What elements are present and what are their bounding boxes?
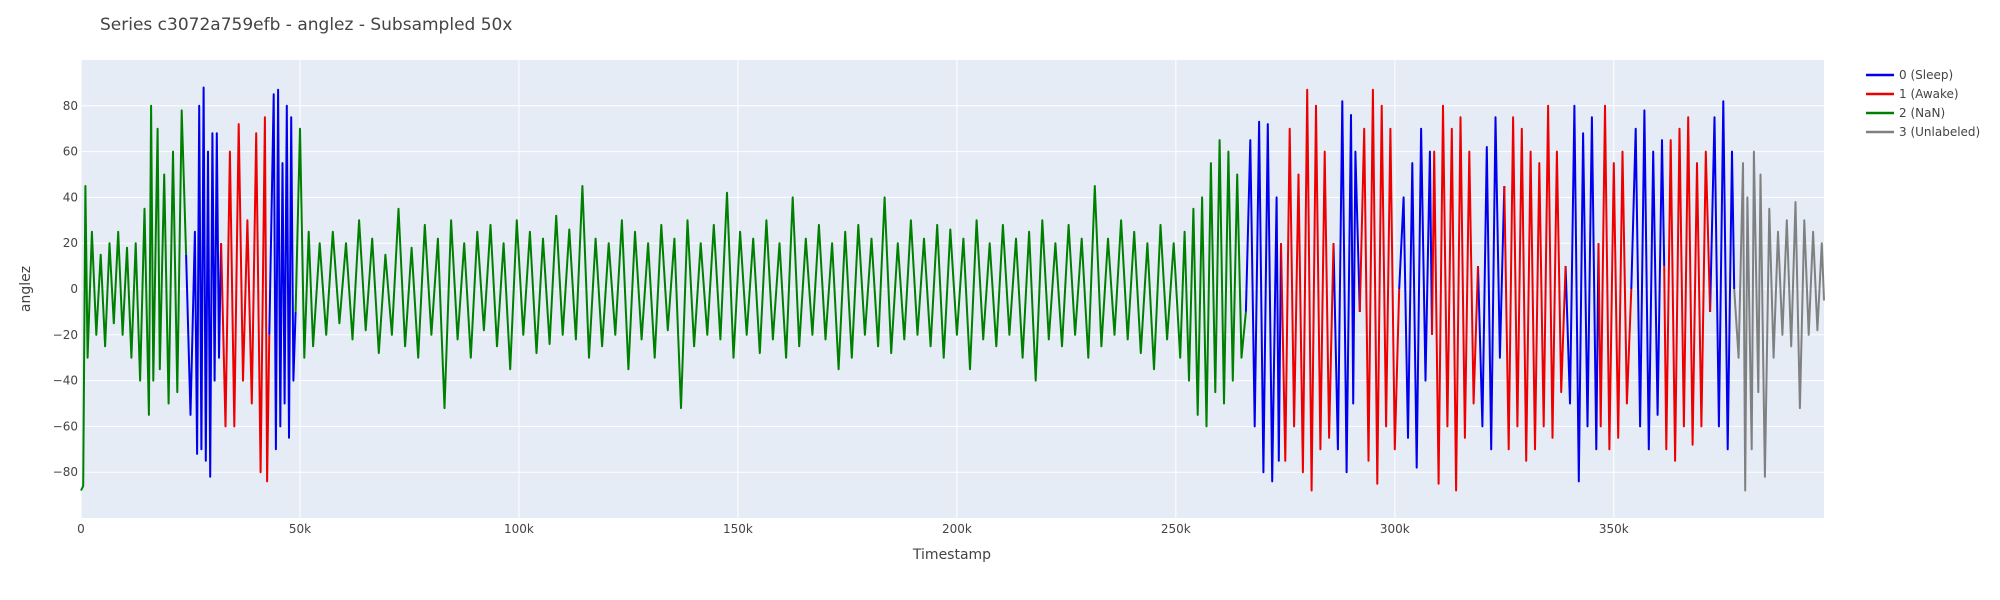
series-0-line [1709, 100, 1736, 451]
x-axis-ticks: 0 50k 100k 150k 200k 250k 300k 350k [77, 522, 1629, 536]
legend-item[interactable]: 1 (Awake) [1866, 87, 1959, 101]
legend-label: 2 (NaN) [1899, 106, 1945, 120]
series-1-line [1358, 88, 1401, 485]
x-tick-label: 0 [77, 522, 85, 536]
series-0-line [185, 86, 223, 478]
series-0-line [268, 88, 297, 451]
x-axis-title: Timestamp [912, 547, 991, 563]
series-0-line [1630, 109, 1666, 451]
chart-title: Series c3072a759efb - anglez - Subsample… [100, 15, 512, 35]
x-tick-label: 250k [1161, 522, 1191, 536]
x-tick-label: 150k [723, 522, 753, 536]
y-tick-label: −20 [53, 328, 78, 342]
legend[interactable]: 0 (Sleep) 1 (Awake) 2 (NaN) 3 (Unlabeled) [1866, 68, 1980, 139]
legend-item[interactable]: 3 (Unlabeled) [1866, 125, 1980, 139]
x-tick-label: 50k [289, 522, 311, 536]
legend-item[interactable]: 0 (Sleep) [1866, 68, 1953, 82]
y-tick-label: 60 [63, 145, 78, 159]
legend-label: 3 (Unlabeled) [1899, 125, 1980, 139]
y-tick-label: 40 [63, 190, 78, 204]
series-0-line [1244, 120, 1282, 483]
legend-label: 0 (Sleep) [1899, 68, 1953, 82]
series-3-line [1733, 150, 1825, 492]
y-tick-label: −40 [53, 374, 78, 388]
series-0-line [1398, 127, 1433, 469]
y-tick-label: −80 [53, 465, 78, 479]
series-1-line [1597, 104, 1633, 451]
series-0-line [1332, 100, 1361, 474]
series-0-group [185, 86, 1736, 483]
y-axis-title: anglez [18, 266, 34, 312]
x-tick-label: 300k [1380, 522, 1410, 536]
series-2-group [80, 104, 1247, 491]
series-0-line [1477, 116, 1506, 451]
series-3-group [1733, 150, 1825, 492]
y-tick-label: −60 [53, 419, 78, 433]
x-tick-label: 200k [942, 522, 972, 536]
series-1-line [1280, 88, 1335, 492]
y-tick-label: 0 [70, 282, 78, 296]
series-0-line [1564, 104, 1600, 483]
series-1-line [220, 116, 271, 483]
series-2-line [80, 104, 188, 491]
series-2-line [294, 127, 1247, 428]
series-1-line [1663, 116, 1712, 462]
series-1-group [220, 88, 1712, 492]
series-1-line [1503, 104, 1567, 462]
x-tick-label: 100k [504, 522, 534, 536]
y-tick-label: 80 [63, 99, 78, 113]
legend-item[interactable]: 2 (NaN) [1866, 106, 1945, 120]
series-lines [80, 86, 1825, 492]
y-axis-ticks: 80 60 40 20 0 −20 −40 −60 −80 [53, 99, 78, 479]
x-tick-label: 350k [1599, 522, 1629, 536]
y-tick-label: 20 [63, 236, 78, 250]
legend-label: 1 (Awake) [1899, 87, 1959, 101]
series-1-line [1431, 104, 1479, 492]
